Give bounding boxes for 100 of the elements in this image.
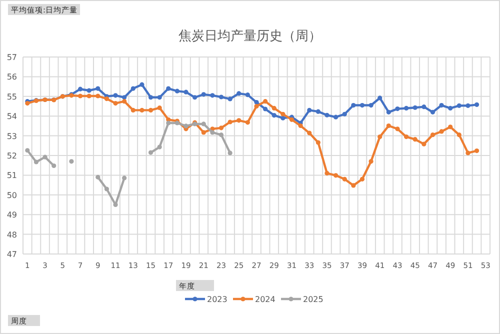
point [78,86,83,92]
point [69,159,74,164]
y-tick-label: 47 [6,250,17,259]
point [368,159,374,164]
point [448,106,453,111]
point [456,103,462,108]
point [466,103,470,108]
legend-label: 2023 [207,295,228,304]
point [360,176,365,182]
point [96,174,100,180]
point [174,88,180,94]
point [439,102,444,108]
point [140,82,144,87]
point [184,90,188,94]
point [263,99,268,104]
point [86,88,92,93]
point [422,142,426,146]
point [25,148,30,153]
point [122,95,127,100]
point [324,170,330,176]
point [210,93,215,98]
point [113,100,118,106]
point [148,108,154,112]
point [201,92,206,97]
point [104,186,110,192]
y-tick-label: 50 [6,190,17,200]
point [378,134,382,140]
point [245,120,250,125]
y-tick-label: 53 [6,132,17,141]
point [201,130,206,135]
point [298,123,303,128]
point [334,114,338,120]
y-tick-label: 48 [6,230,17,240]
chart-title: 焦炭日均产量历史（周） [178,29,322,44]
point [412,105,418,110]
point [307,130,312,136]
point [395,126,400,132]
point [404,106,409,111]
point [368,102,374,108]
point [113,93,118,98]
point [351,102,356,108]
point [218,126,224,130]
point [42,154,48,160]
point [360,102,365,108]
y-tick-label: 55 [6,92,17,102]
point [289,117,294,122]
point [122,176,127,180]
point [130,86,136,91]
y-tick-label: 51 [6,171,17,180]
point [448,124,453,130]
point [412,137,418,142]
point [122,99,127,104]
point [210,130,215,135]
point [324,112,330,118]
point [439,129,444,134]
point [254,104,259,109]
point [157,95,162,100]
point [201,122,206,126]
point [456,132,462,138]
point [148,95,154,100]
point [130,108,136,112]
point [474,102,480,107]
point [307,108,312,112]
point [236,91,242,96]
point [157,144,162,150]
point [192,95,198,100]
point [104,96,110,102]
point [184,124,188,128]
point [236,118,242,123]
point [166,120,171,126]
y-tick-label: 56 [6,72,17,82]
y-tick-label: 52 [6,152,17,160]
point [218,94,224,100]
point [228,150,232,156]
point [86,94,92,98]
point [228,120,232,124]
point [140,108,144,112]
point [272,113,276,118]
point [430,132,436,138]
point [342,112,347,116]
point [280,112,286,116]
point [351,183,356,188]
point [342,176,347,182]
point [245,92,250,98]
point [422,104,426,110]
point [263,106,268,112]
point [166,86,171,91]
y-tick-label: 49 [6,210,17,220]
point [474,148,480,154]
point [228,96,232,102]
point [34,160,39,164]
point [334,173,338,178]
point [157,106,162,110]
point [386,110,391,114]
legend-label: 2025 [303,295,324,304]
point [218,132,224,138]
point [395,106,400,112]
point [316,140,320,145]
legend-label: 2024 [255,295,276,304]
point [96,86,100,91]
